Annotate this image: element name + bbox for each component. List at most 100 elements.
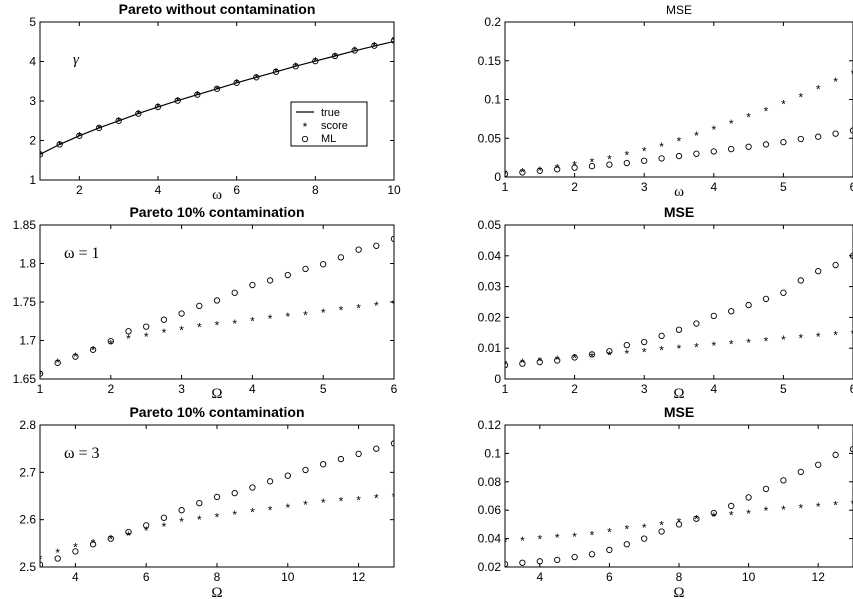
point-ML (519, 169, 526, 176)
point-score: * (694, 341, 699, 355)
point-ML (72, 353, 79, 360)
point-ML (337, 455, 345, 463)
point-score: * (624, 149, 629, 163)
point-ML (54, 555, 61, 562)
point-score: * (537, 533, 542, 547)
point-ML (115, 117, 122, 124)
point-score: * (781, 503, 786, 517)
point-ML (693, 515, 700, 522)
point-score: * (215, 83, 220, 97)
y-tick-label: 2 (29, 134, 36, 148)
point-ML (728, 502, 735, 510)
point-score: * (711, 123, 716, 137)
chart-title: MSE (666, 3, 692, 17)
point-ML (284, 271, 291, 279)
point-ML (554, 357, 561, 364)
point-ML (641, 157, 648, 164)
point-score: * (781, 97, 786, 111)
point-ML (606, 161, 613, 168)
point-ML (194, 91, 201, 98)
x-tick-label: 10 (742, 570, 756, 584)
x-tick-label: 8 (312, 183, 319, 197)
point-ML (571, 164, 578, 171)
point-ML (178, 310, 185, 317)
panel-annotation: γ (73, 52, 80, 68)
point-score: * (851, 67, 853, 81)
point-ML (623, 159, 630, 167)
y-tick-label: 0.15 (478, 54, 502, 68)
x-tick-label: 2 (76, 183, 83, 197)
point-score: * (659, 518, 664, 532)
point-score: * (77, 129, 82, 143)
point-score: * (503, 167, 508, 181)
point-ML (606, 348, 613, 355)
point-ML (213, 493, 221, 501)
y-tick-label: 1 (29, 173, 36, 187)
point-score: * (356, 301, 361, 315)
point-ML (312, 57, 319, 65)
y-tick-label: 0.03 (478, 280, 502, 294)
plot-area: ********************* (503, 252, 853, 372)
point-ML (302, 466, 309, 474)
point-score: * (503, 358, 508, 372)
point-ML (89, 346, 97, 353)
legend-entry: ML (321, 133, 336, 145)
point-ML (56, 141, 63, 148)
point-score: * (711, 510, 716, 524)
point-score: * (215, 318, 220, 332)
plot-frame (504, 424, 853, 568)
point-score: * (250, 506, 255, 520)
point-ML (302, 265, 309, 273)
y-tick-label: 0.1 (484, 446, 501, 460)
point-ML (658, 155, 665, 162)
x-tick-label: 6 (391, 382, 398, 396)
point-ML (40, 370, 44, 377)
point-ML (266, 478, 274, 485)
point-score: * (607, 152, 612, 166)
point-ML (40, 151, 44, 158)
point-score: * (746, 111, 751, 125)
point-ML (196, 499, 203, 507)
point-score: * (126, 529, 131, 543)
point-score: * (392, 490, 397, 504)
x-axis-label: Ω (211, 585, 222, 599)
plot-frame (39, 21, 395, 181)
point-score: * (851, 497, 853, 511)
point-ML (54, 359, 61, 366)
chart-title: MSE (664, 404, 694, 420)
point-score: * (746, 336, 751, 350)
point-ML (815, 133, 822, 140)
point-score: * (590, 528, 595, 542)
point-score: * (274, 65, 279, 79)
point-ML (72, 548, 79, 555)
panel-annotation: ω = 1 (64, 245, 100, 262)
point-score: * (520, 356, 525, 370)
point-score: * (677, 516, 682, 530)
x-axis-label: Ω (673, 585, 684, 599)
chart-title: MSE (664, 204, 694, 220)
y-tick-label: 0.08 (478, 475, 502, 489)
point-ML (658, 528, 665, 535)
point-ML (337, 254, 345, 261)
point-score: * (607, 526, 612, 540)
point-score: * (57, 138, 62, 152)
point-score: * (268, 312, 273, 326)
point-ML (728, 308, 735, 315)
point-score: * (677, 342, 682, 356)
point-ML (505, 361, 509, 369)
point-ML (675, 326, 683, 333)
y-tick-label: 2.7 (19, 465, 36, 479)
point-score: * (833, 75, 838, 89)
point-ML (832, 451, 839, 458)
point-score: * (116, 114, 121, 128)
point-ML (815, 461, 822, 468)
point-ML (832, 261, 839, 269)
chart-panel-5: Pareto 10% contamination 4 6 8 10 12 2.5 2.6 2.7… (19, 404, 397, 599)
point-ML (588, 351, 596, 358)
point-score: * (126, 332, 131, 346)
point-score: * (73, 350, 78, 364)
legend-circle-swatch (301, 135, 309, 143)
point-ML (505, 170, 509, 177)
point-score: * (374, 491, 379, 505)
